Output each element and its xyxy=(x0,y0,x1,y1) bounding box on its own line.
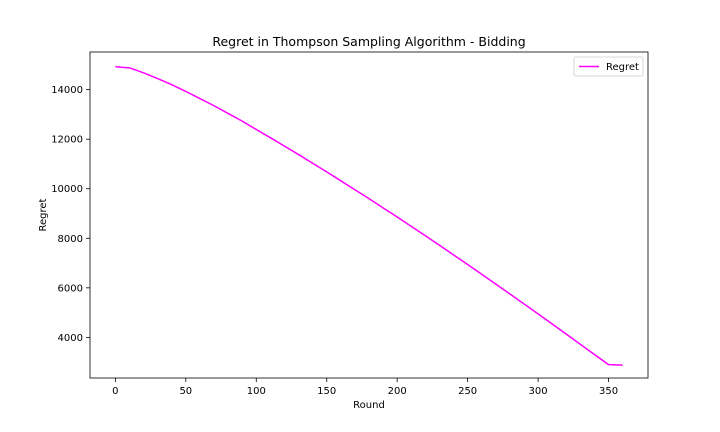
x-axis-label: Round xyxy=(353,400,385,411)
x-tick-label: 100 xyxy=(247,386,266,397)
series-line-regret xyxy=(115,65,623,366)
x-tick-label: 0 xyxy=(112,386,118,397)
y-tick-label: 6000 xyxy=(58,283,83,294)
legend-label-regret: Regret xyxy=(606,62,639,73)
x-tick-label: 50 xyxy=(179,386,192,397)
y-axis-label: Regret xyxy=(38,198,49,231)
x-tick-label: 300 xyxy=(529,386,548,397)
x-tick-label: 200 xyxy=(388,386,407,397)
axes-frame xyxy=(89,51,649,379)
y-tick-label: 4000 xyxy=(58,333,83,344)
y-tick-label: 12000 xyxy=(51,135,83,146)
x-tick-label: 150 xyxy=(317,386,336,397)
y-tick-label: 14000 xyxy=(51,85,83,96)
x-tick-label: 250 xyxy=(458,386,477,397)
plot-area: 0 50 100 150 200 250 300 350 4000 6000 8000 10000 12… xyxy=(51,65,623,397)
legend: Regret xyxy=(573,56,644,77)
chart-title: Regret in Thompson Sampling Algorithm - … xyxy=(212,34,525,49)
y-tick-label: 10000 xyxy=(51,184,83,195)
legend-box xyxy=(573,56,644,77)
x-tick-label: 350 xyxy=(599,386,618,397)
y-tick-label: 8000 xyxy=(58,234,83,245)
